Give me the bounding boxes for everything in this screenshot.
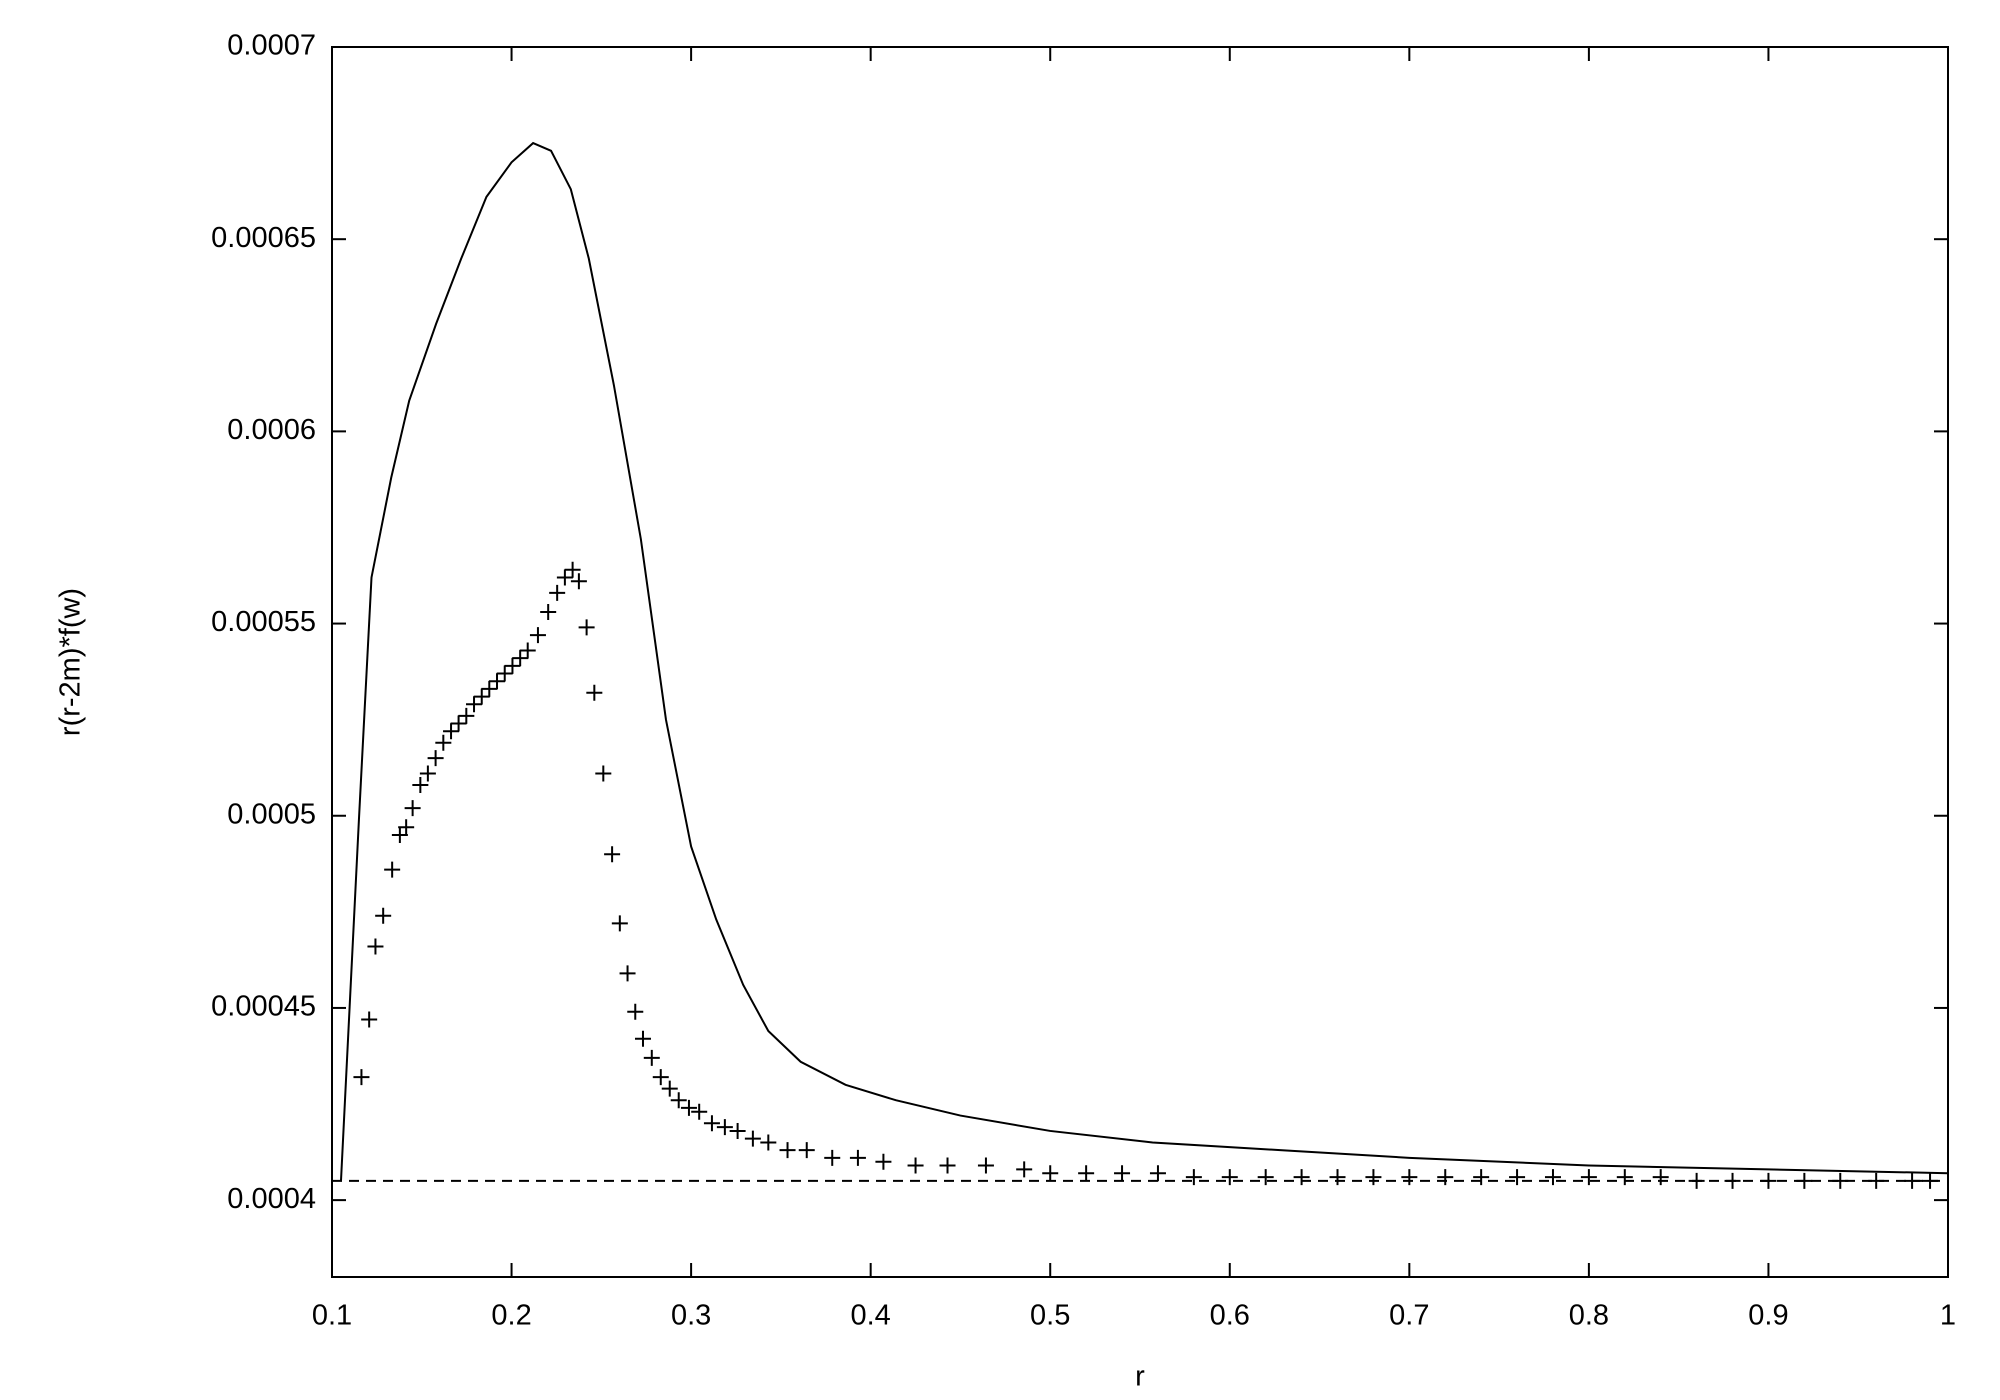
point-marker <box>435 734 452 751</box>
point-marker <box>691 1103 708 1120</box>
point-marker <box>661 1080 678 1097</box>
point-marker <box>1401 1169 1418 1186</box>
point-marker <box>611 915 628 932</box>
point-marker <box>404 800 421 817</box>
point-marker <box>398 819 415 836</box>
point-marker <box>412 777 429 793</box>
point-marker <box>824 1149 841 1166</box>
x-tick-label: 1 <box>1940 1300 1956 1332</box>
point-marker <box>1616 1169 1633 1186</box>
y-tick-label: 0.0007 <box>227 30 316 62</box>
point-marker <box>703 1115 720 1132</box>
point-marker <box>466 696 483 713</box>
point-marker <box>1473 1169 1490 1186</box>
point-marker <box>419 765 436 782</box>
point-marker <box>798 1142 815 1159</box>
point-marker <box>519 642 536 659</box>
point-marker <box>1365 1169 1382 1186</box>
point-marker <box>375 907 392 924</box>
point-marker <box>361 1011 378 1028</box>
point-marker <box>586 684 603 701</box>
point-marker <box>744 1130 761 1147</box>
point-marker <box>1257 1169 1274 1186</box>
point-marker <box>529 627 546 644</box>
point-marker <box>1149 1165 1166 1182</box>
point-marker <box>384 861 401 878</box>
point-marker <box>1509 1169 1526 1186</box>
point-marker <box>670 1092 687 1109</box>
x-tick-label: 0.4 <box>851 1300 891 1332</box>
point-marker <box>549 584 566 601</box>
point-marker <box>458 707 475 724</box>
x-tick-label: 0.6 <box>1210 1300 1250 1332</box>
point-marker <box>540 604 557 621</box>
point-marker <box>760 1134 777 1151</box>
point-marker <box>512 650 529 667</box>
x-tick-label: 0.8 <box>1569 1300 1609 1332</box>
point-marker <box>643 1049 660 1066</box>
point-marker <box>1437 1169 1454 1186</box>
x-tick-label: 0.3 <box>671 1300 711 1332</box>
x-tick-label: 0.5 <box>1030 1300 1070 1332</box>
point-marker <box>939 1157 956 1174</box>
point-marker <box>907 1157 924 1174</box>
point-marker <box>619 965 636 982</box>
point-marker <box>489 673 506 690</box>
point-marker <box>1042 1165 1059 1182</box>
point-marker <box>1293 1169 1310 1186</box>
point-marker <box>1185 1169 1202 1186</box>
point-marker <box>849 1149 866 1166</box>
y-tick-label: 0.00055 <box>211 606 316 638</box>
point-marker <box>1016 1161 1033 1178</box>
point-marker <box>564 561 581 578</box>
point-marker <box>353 1069 370 1086</box>
point-marker <box>604 846 621 863</box>
point-marker <box>578 619 595 636</box>
plot-frame <box>331 46 1949 1278</box>
point-marker <box>1078 1165 1095 1182</box>
point-marker <box>450 715 467 732</box>
point-marker <box>443 723 460 740</box>
x-tick-label: 0.9 <box>1748 1300 1788 1332</box>
x-tick-label: 0.2 <box>491 1300 531 1332</box>
point-marker <box>595 765 612 782</box>
point-marker <box>1544 1169 1561 1186</box>
x-axis-label: r <box>1135 1361 1145 1393</box>
point-marker <box>634 1030 651 1047</box>
point-marker <box>481 680 498 697</box>
x-tick-label: 0.7 <box>1389 1300 1429 1332</box>
x-tick-label: 0.1 <box>312 1300 352 1332</box>
point-marker <box>367 938 384 955</box>
y-tick-label: 0.00065 <box>211 222 316 254</box>
point-marker <box>1329 1169 1346 1186</box>
point-marker <box>473 688 490 705</box>
y-axis-label: r(r-2m)*f(w) <box>55 588 87 736</box>
point-marker <box>1221 1169 1238 1186</box>
point-marker <box>716 1119 733 1136</box>
point-marker <box>427 750 444 767</box>
point-marker <box>977 1157 994 1174</box>
point-marker <box>680 1099 697 1116</box>
point-marker <box>1652 1169 1669 1186</box>
y-tick-label: 0.0005 <box>227 798 316 830</box>
point-marker <box>627 1003 644 1020</box>
y-tick-label: 0.0004 <box>227 1183 316 1215</box>
point-marker <box>875 1153 892 1170</box>
point-marker <box>729 1122 746 1139</box>
point-marker <box>504 657 521 674</box>
point-marker <box>1580 1169 1597 1186</box>
y-tick-label: 0.00045 <box>211 991 316 1023</box>
point-marker <box>652 1069 669 1086</box>
point-marker <box>556 569 573 586</box>
point-marker <box>779 1142 796 1159</box>
point-marker <box>570 573 587 590</box>
y-tick-label: 0.0006 <box>227 414 316 446</box>
point-marker <box>1114 1165 1131 1182</box>
line-series <box>339 141 1949 1181</box>
point-marker <box>496 665 513 682</box>
